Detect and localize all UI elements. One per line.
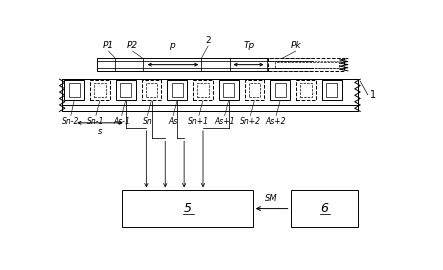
Text: Pk: Pk bbox=[291, 41, 301, 50]
Bar bbox=[167, 80, 187, 100]
Text: Sn+1: Sn+1 bbox=[188, 117, 210, 126]
Text: s: s bbox=[98, 127, 102, 136]
Text: Sn: Sn bbox=[143, 117, 152, 126]
Bar bbox=[69, 83, 80, 97]
Bar bbox=[219, 80, 239, 100]
Bar bbox=[198, 83, 209, 97]
Bar bbox=[146, 83, 157, 97]
Bar bbox=[249, 83, 260, 97]
Bar bbox=[64, 80, 84, 100]
Bar bbox=[97, 58, 313, 71]
Text: Sn-2: Sn-2 bbox=[62, 117, 79, 126]
Text: 5: 5 bbox=[183, 202, 191, 215]
Bar bbox=[122, 190, 253, 227]
Text: P2: P2 bbox=[127, 41, 138, 50]
Text: Sn+2: Sn+2 bbox=[240, 117, 261, 126]
Text: p: p bbox=[169, 41, 175, 50]
Text: P1: P1 bbox=[103, 41, 114, 50]
Bar bbox=[275, 62, 338, 68]
Bar bbox=[326, 83, 337, 97]
Bar bbox=[300, 83, 311, 97]
Bar bbox=[62, 79, 358, 112]
Bar bbox=[142, 80, 161, 100]
Text: As-1: As-1 bbox=[113, 117, 130, 126]
Text: As: As bbox=[168, 117, 178, 126]
Bar bbox=[270, 80, 290, 100]
Bar bbox=[245, 80, 264, 100]
Bar bbox=[291, 190, 358, 227]
Bar bbox=[94, 83, 105, 97]
Text: Tp: Tp bbox=[244, 41, 255, 50]
Bar bbox=[193, 80, 213, 100]
Bar bbox=[268, 58, 344, 71]
Text: As+1: As+1 bbox=[214, 117, 235, 126]
Text: As+2: As+2 bbox=[266, 117, 286, 126]
Bar bbox=[322, 80, 342, 100]
Bar bbox=[90, 80, 110, 100]
Text: 6: 6 bbox=[320, 202, 328, 215]
Bar bbox=[223, 83, 234, 97]
Bar bbox=[172, 83, 183, 97]
Bar bbox=[116, 80, 136, 100]
Text: 1: 1 bbox=[369, 90, 376, 100]
Bar bbox=[62, 105, 358, 112]
Bar bbox=[275, 83, 286, 97]
Text: 2: 2 bbox=[206, 36, 211, 45]
Bar bbox=[120, 83, 131, 97]
Text: SM: SM bbox=[265, 194, 278, 203]
Text: Sn-1: Sn-1 bbox=[87, 117, 105, 126]
Bar bbox=[296, 80, 316, 100]
